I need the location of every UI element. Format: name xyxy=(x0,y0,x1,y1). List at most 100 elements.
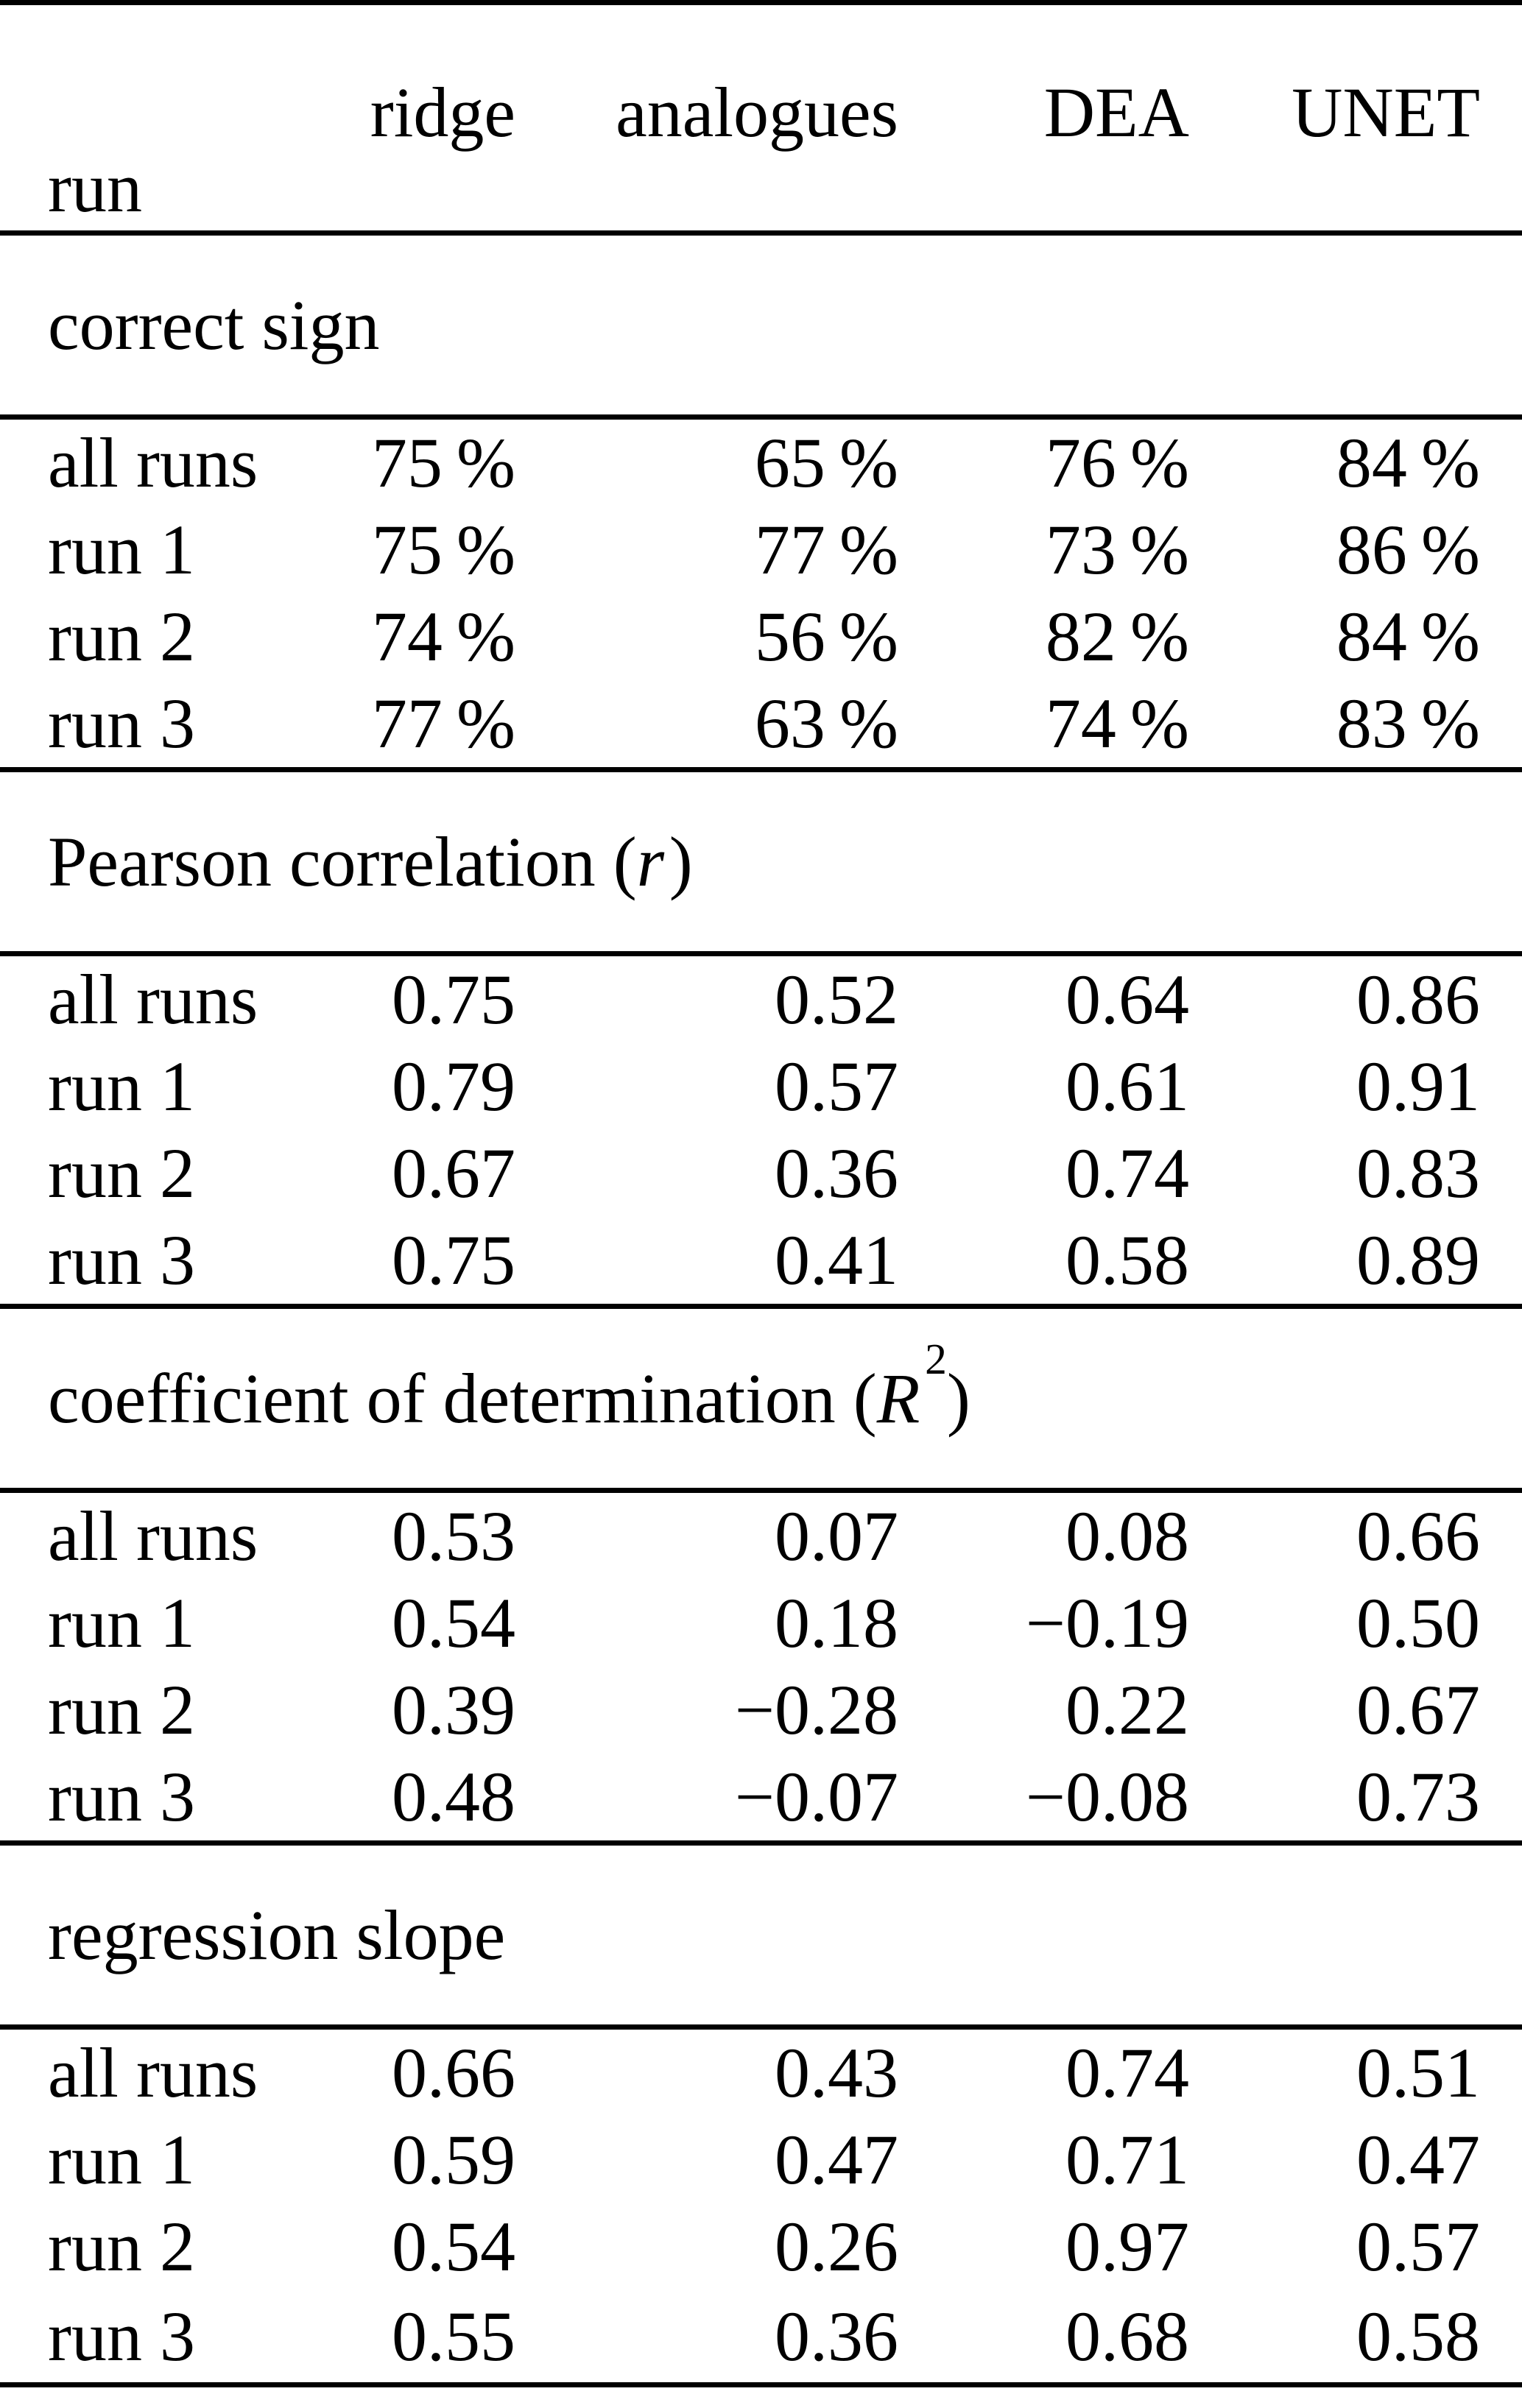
value-cell-unet: 0.91 xyxy=(1356,1047,1480,1126)
table-row: all runs 0.66 0.43 0.74 0.51 xyxy=(0,2030,1522,2116)
section-coefficient-of-determination: coefficient of determination (R 2) all ru… xyxy=(0,1309,1522,1846)
value-cell-ridge: 74 % xyxy=(371,597,515,676)
value-cell-dea: 0.71 xyxy=(1065,2120,1189,2199)
value-cell-analogues: 63 % xyxy=(515,680,898,772)
section-title-suffix: ) xyxy=(946,1358,970,1438)
value-cell-unet: 86 % xyxy=(1336,510,1480,589)
section-header-row: Pearson correlation (r) xyxy=(0,772,1522,956)
value-cell-unet: 0.58 xyxy=(1356,2296,1480,2376)
value-cell-dea: 82 % xyxy=(1045,597,1189,676)
section-title: regression slope xyxy=(0,1846,1522,2030)
value-cell-ridge: 0.39 xyxy=(392,1670,515,1749)
value-cell-ridge: 75 % xyxy=(371,510,515,589)
row-label: run 3 xyxy=(0,680,339,772)
value-cell-dea: 0.61 xyxy=(1065,1047,1189,1126)
value-cell-ridge: 0.55 xyxy=(392,2296,515,2376)
table-row: run 2 74 % 56 % 82 % 84 % xyxy=(0,593,1522,680)
value-cell-analogues: 0.18 xyxy=(775,1583,898,1662)
value-cell-analogues: 0.57 xyxy=(775,1047,898,1126)
column-header-analogues: analogues xyxy=(616,73,898,152)
row-label: run 1 xyxy=(48,2120,195,2199)
value-cell-analogues: 56 % xyxy=(754,597,898,676)
value-cell-unet: 0.67 xyxy=(1356,1670,1480,1749)
section-title-symbol xyxy=(379,286,384,364)
table-row: run 1 75 % 77 % 73 % 86 % xyxy=(0,506,1522,593)
value-cell-unet: 0.66 xyxy=(1356,1497,1480,1575)
section-title-text: Pearson correlation ( xyxy=(48,822,637,901)
value-cell-ridge: 0.67 xyxy=(392,1134,515,1212)
value-cell-dea: 0.08 xyxy=(1065,1497,1189,1575)
section-header-row: regression slope xyxy=(0,1846,1522,2030)
value-cell-unet: 0.73 xyxy=(1189,1754,1522,1846)
value-cell-dea: −0.08 xyxy=(898,1754,1189,1846)
table-row: run 3 77 % 63 % 74 % 83 % xyxy=(0,680,1522,772)
row-label: run 2 xyxy=(48,1134,195,1212)
value-cell-analogues: 0.07 xyxy=(775,1497,898,1575)
column-header-row: ridge analogues DEA UNET xyxy=(0,5,1522,152)
value-cell-ridge: 0.54 xyxy=(392,1583,515,1662)
empty-cell xyxy=(898,152,1189,236)
row-label: all runs xyxy=(48,423,258,502)
section-title-symbol xyxy=(505,1896,510,1974)
value-cell-dea: 0.74 xyxy=(1065,1134,1189,1212)
table-row: all runs 0.75 0.52 0.64 0.86 xyxy=(0,956,1522,1043)
section-title: Pearson correlation (r) xyxy=(0,772,1522,956)
value-cell-ridge: 0.48 xyxy=(339,1754,515,1846)
value-cell-ridge: 0.79 xyxy=(392,1047,515,1126)
value-cell-ridge: 0.66 xyxy=(392,2033,515,2112)
value-cell-analogues: 0.41 xyxy=(515,1217,898,1309)
section-header-row: correct sign xyxy=(0,236,1522,420)
table-row: run 3 0.48 −0.07 −0.08 0.73 xyxy=(0,1754,1522,1846)
value-cell-dea: 0.68 xyxy=(1065,2296,1189,2376)
value-cell-dea: 74 % xyxy=(898,680,1189,772)
value-cell-ridge: 0.75 xyxy=(339,1217,515,1309)
section-title-superscript: 2 xyxy=(925,1334,947,1383)
section-title-text: coefficient of determination ( xyxy=(48,1358,877,1438)
column-header-unet: UNET xyxy=(1292,73,1480,152)
value-cell-analogues: 0.43 xyxy=(775,2033,898,2112)
table-row: run 1 0.59 0.47 0.71 0.47 xyxy=(0,2116,1522,2203)
value-cell-unet: 84 % xyxy=(1336,423,1480,502)
value-cell-unet: 0.50 xyxy=(1356,1583,1480,1662)
table-row: run 1 0.79 0.57 0.61 0.91 xyxy=(0,1043,1522,1130)
row-label: run 3 xyxy=(0,1754,339,1846)
column-header-ridge: ridge xyxy=(370,73,515,152)
row-label: run 3 xyxy=(48,2296,195,2376)
value-cell-unet: 0.83 xyxy=(1356,1134,1480,1212)
table-row: run 3 0.75 0.41 0.58 0.89 xyxy=(0,1217,1522,1309)
value-cell-ridge: 0.54 xyxy=(392,2207,515,2286)
value-cell-dea: 76 % xyxy=(1045,423,1189,502)
section-title-symbol: r xyxy=(636,822,665,901)
table-header: ridge analogues DEA UNET run xyxy=(0,5,1522,236)
row-label: run 2 xyxy=(48,2207,195,2286)
row-label: run 1 xyxy=(48,1047,195,1126)
value-cell-dea: 0.97 xyxy=(1065,2207,1189,2286)
section-regression-slope: regression slope all runs 0.66 0.43 0.74… xyxy=(0,1846,1522,2382)
row-label: all runs xyxy=(48,1497,258,1575)
value-cell-ridge: 77 % xyxy=(339,680,515,772)
value-cell-analogues: 0.52 xyxy=(775,960,898,1039)
empty-cell xyxy=(339,152,515,236)
value-cell-analogues: −0.28 xyxy=(734,1670,898,1749)
section-correct-sign: correct sign all runs 75 % 65 % 76 % 84 … xyxy=(0,236,1522,772)
row-label: all runs xyxy=(48,2033,258,2112)
value-cell-unet: 84 % xyxy=(1336,597,1480,676)
row-label: all runs xyxy=(48,960,258,1039)
value-cell-unet: 0.89 xyxy=(1189,1217,1522,1309)
row-label: run 1 xyxy=(48,1583,195,1662)
value-cell-unet: 83 % xyxy=(1189,680,1522,772)
row-label: run 2 xyxy=(48,597,195,676)
corner-label-run: run xyxy=(0,152,339,236)
value-cell-analogues: 0.36 xyxy=(775,2296,898,2376)
table-row: run 2 0.67 0.36 0.74 0.83 xyxy=(0,1130,1522,1217)
value-cell-analogues: 0.26 xyxy=(775,2207,898,2286)
section-title: coefficient of determination (R 2) xyxy=(0,1309,1522,1493)
value-cell-dea: 0.58 xyxy=(898,1217,1189,1309)
section-title-suffix: ) xyxy=(669,822,693,901)
row-label: run 1 xyxy=(48,510,195,589)
value-cell-dea: −0.19 xyxy=(1025,1583,1189,1662)
table-row: all runs 75 % 65 % 76 % 84 % xyxy=(0,420,1522,506)
value-cell-dea: 0.74 xyxy=(1065,2033,1189,2112)
